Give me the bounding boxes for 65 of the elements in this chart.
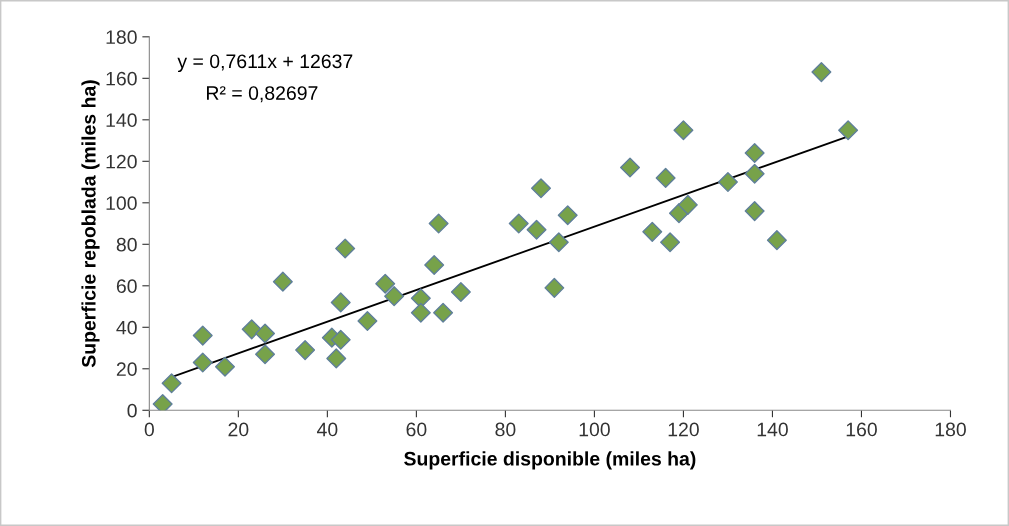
point xyxy=(660,232,681,253)
y-tick-label: 60 xyxy=(116,279,137,294)
point xyxy=(152,394,173,411)
point xyxy=(255,323,276,344)
point xyxy=(450,282,471,303)
x-tick-label: 80 xyxy=(495,422,516,437)
point xyxy=(255,344,276,365)
y-tick-label: 140 xyxy=(106,113,137,128)
point xyxy=(357,311,378,332)
point xyxy=(530,178,552,199)
point xyxy=(161,373,182,394)
point xyxy=(677,194,698,215)
point xyxy=(526,219,547,240)
point xyxy=(384,286,405,307)
y-tick-label: 120 xyxy=(106,154,137,169)
point xyxy=(326,348,347,369)
x-tick-label: 120 xyxy=(668,422,699,437)
point xyxy=(744,142,765,164)
point xyxy=(214,356,236,377)
point xyxy=(272,271,293,292)
x-axis-title: Superficie disponible (miles ha) xyxy=(404,451,696,470)
y-tick-label: 0 xyxy=(127,403,137,418)
point xyxy=(428,213,449,234)
x-tick-label: 180 xyxy=(935,422,966,437)
x-tick-label: 60 xyxy=(406,422,427,437)
point xyxy=(335,238,356,259)
point xyxy=(410,302,431,323)
x-tick-label: 20 xyxy=(228,422,249,437)
point xyxy=(642,221,663,242)
point xyxy=(620,157,641,178)
point xyxy=(744,163,765,184)
x-tick-label: 100 xyxy=(579,422,610,437)
y-tick-label: 180 xyxy=(106,30,137,45)
y-tick-label: 160 xyxy=(106,71,137,86)
point xyxy=(375,273,396,294)
point xyxy=(838,120,859,141)
y-tick-label: 20 xyxy=(116,362,137,377)
point xyxy=(192,325,213,346)
x-tick-label: 0 xyxy=(144,422,154,437)
point xyxy=(811,62,832,83)
y-tick-label: 80 xyxy=(116,237,137,252)
point xyxy=(424,255,445,276)
point xyxy=(557,205,578,226)
point xyxy=(655,167,676,188)
x-tick-label: 40 xyxy=(317,422,338,437)
point xyxy=(330,292,351,313)
y-tick-label: 100 xyxy=(106,196,137,211)
point xyxy=(330,329,351,350)
point xyxy=(544,277,565,298)
x-tick-label: 140 xyxy=(757,422,788,437)
y-axis-title: Superficie repoblada (miles ha) xyxy=(81,80,100,368)
x-tick-label: 160 xyxy=(846,422,877,437)
point xyxy=(548,232,569,253)
annotation: y = 0,7611x + 12637 xyxy=(177,54,353,73)
point xyxy=(433,302,454,323)
point xyxy=(508,213,529,234)
point xyxy=(717,172,738,193)
point xyxy=(673,120,694,141)
point xyxy=(192,352,213,373)
point xyxy=(766,230,787,251)
point xyxy=(241,319,262,340)
point xyxy=(295,340,316,361)
annotation: R² = 0,82697 xyxy=(207,86,318,103)
y-tick-label: 40 xyxy=(116,320,137,335)
point xyxy=(744,201,765,222)
